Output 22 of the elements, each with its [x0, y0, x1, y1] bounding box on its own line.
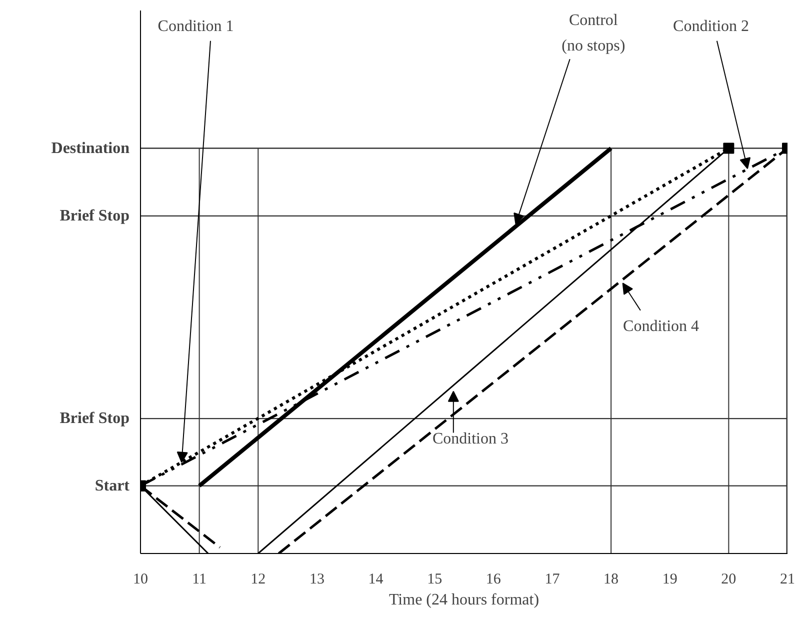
- x-tick-label: 20: [721, 572, 736, 588]
- annotation: Condition 2: [673, 18, 750, 36]
- x-tick-label: 17: [544, 572, 560, 588]
- ref-line-label: Destination: [51, 140, 130, 157]
- annotation: Condition 1: [158, 18, 234, 36]
- annotation: Condition 3: [432, 430, 508, 448]
- x-tick-label: 18: [604, 572, 619, 588]
- ref-line-label: Start: [94, 477, 130, 494]
- annotation: Condition 4: [623, 318, 700, 336]
- ref-line-label: Brief Stop: [60, 410, 130, 428]
- x-axis-title: Time (24 hours format): [388, 592, 540, 608]
- x-tick-label: 16: [486, 572, 502, 588]
- x-tick-label: 11: [192, 572, 207, 588]
- x-tick-label: 15: [427, 572, 442, 588]
- x-tick-label: 19: [662, 572, 678, 588]
- x-tick-label: 21: [780, 572, 795, 588]
- x-tick-label: 14: [368, 572, 384, 588]
- ref-line-label: Brief Stop: [60, 207, 130, 224]
- x-tick-label: 13: [309, 572, 324, 588]
- x-tick-label: 12: [250, 572, 266, 588]
- annotation: Control (no stops): [562, 12, 626, 54]
- x-tick-label: 10: [133, 572, 148, 588]
